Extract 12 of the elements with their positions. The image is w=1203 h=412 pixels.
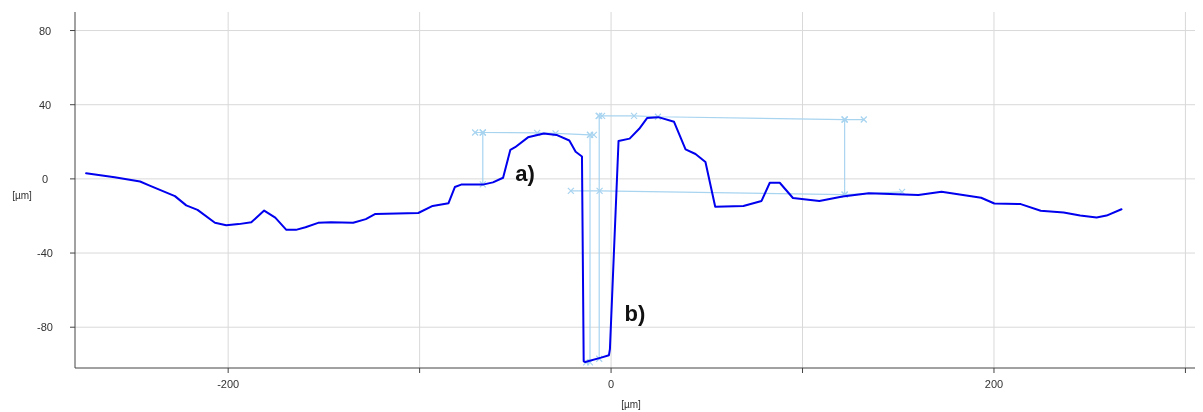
x-tick-label: 0 bbox=[608, 378, 615, 390]
y-tick-label: -40 bbox=[37, 247, 53, 260]
annotation: a) bbox=[515, 160, 535, 186]
y-tick-label: 40 bbox=[38, 98, 52, 111]
y-tick-label: -80 bbox=[37, 321, 53, 334]
x-axis-title: [µm] bbox=[621, 399, 642, 410]
y-tick-label: 0 bbox=[41, 172, 49, 185]
x-tick-label: -200 bbox=[217, 378, 240, 390]
x-tick-label: 200 bbox=[984, 378, 1004, 390]
y-tick-label: 80 bbox=[38, 24, 52, 37]
annotation: b) bbox=[624, 300, 646, 326]
y-axis-title: [µm] bbox=[12, 189, 33, 201]
